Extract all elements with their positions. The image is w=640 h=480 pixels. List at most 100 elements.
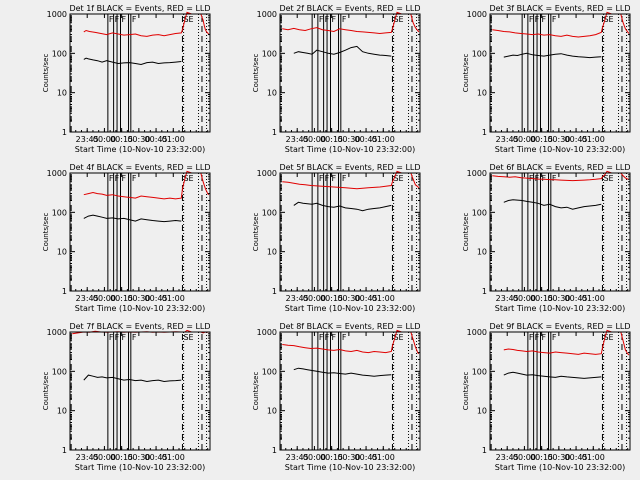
y-tick-label: 1 bbox=[482, 287, 487, 296]
x-tick-label: 23:45 bbox=[496, 453, 519, 462]
y-tick-label: 1 bbox=[62, 446, 67, 455]
events-series-line bbox=[293, 201, 392, 212]
events-series-line bbox=[293, 367, 392, 377]
x-tick-label: 00:45 bbox=[565, 135, 588, 144]
x-tick-label: 00:15 bbox=[320, 135, 343, 144]
plot-frame bbox=[69, 331, 211, 451]
y-tick-label: 100 bbox=[472, 49, 487, 58]
event-marker-label: F bbox=[115, 15, 120, 24]
y-tick-label: 1 bbox=[62, 128, 67, 137]
x-tick-label: 00:15 bbox=[320, 453, 343, 462]
x-tick-label: 01:00 bbox=[162, 453, 185, 462]
event-marker-label: F bbox=[529, 333, 534, 342]
event-marker-label: F bbox=[132, 174, 137, 183]
events-series-line bbox=[293, 45, 392, 57]
x-tick-label: 00:15 bbox=[530, 294, 553, 303]
x-tick-label: 00:30 bbox=[337, 135, 360, 144]
x-tick-label: 01:00 bbox=[372, 294, 395, 303]
event-marker-label: F bbox=[342, 15, 347, 24]
events-series-line bbox=[83, 214, 182, 223]
y-tick-label: 100 bbox=[52, 208, 67, 217]
y-axis-label: Counts/sec bbox=[252, 213, 260, 252]
x-tick-label: 01:00 bbox=[582, 135, 605, 144]
lld-series-line bbox=[83, 11, 210, 37]
y-tick-label: 100 bbox=[52, 49, 67, 58]
event-marker-label: F bbox=[552, 333, 557, 342]
y-tick-label: 1000 bbox=[47, 10, 67, 19]
y-axis-label: Counts/sec bbox=[462, 372, 470, 411]
y-tick-label: 100 bbox=[472, 367, 487, 376]
x-tick-label: 00:30 bbox=[547, 453, 570, 462]
y-tick-label: 1000 bbox=[467, 328, 487, 337]
event-marker-label: F bbox=[109, 174, 114, 183]
x-tick-label: 00:45 bbox=[355, 453, 378, 462]
event-marker-label: F bbox=[121, 333, 126, 342]
x-tick-label: 00:00 bbox=[513, 453, 536, 462]
panel-title: Det 2f BLACK = Events, RED = LLD bbox=[279, 4, 420, 13]
event-marker-label: F bbox=[319, 333, 324, 342]
panel-title: Det 5f BLACK = Events, RED = LLD bbox=[279, 163, 420, 172]
x-axis-label: Start Time (10-Nov-10 23:32:00) bbox=[495, 304, 625, 313]
x-tick-label: 23:45 bbox=[496, 135, 519, 144]
x-axis-label: Start Time (10-Nov-10 23:32:00) bbox=[285, 463, 415, 472]
panel-title: Det 3f BLACK = Events, RED = LLD bbox=[489, 4, 630, 13]
x-axis-label: Start Time (10-Nov-10 23:32:00) bbox=[495, 145, 625, 154]
y-tick-label: 1 bbox=[482, 128, 487, 137]
plot-frame bbox=[69, 13, 211, 133]
x-tick-label: 00:15 bbox=[110, 294, 133, 303]
y-tick-label: 10 bbox=[267, 89, 277, 98]
x-axis-label: Start Time (10-Nov-10 23:32:00) bbox=[495, 463, 625, 472]
event-marker-label: F bbox=[342, 333, 347, 342]
event-marker-label: F bbox=[115, 174, 120, 183]
event-marker-label: F bbox=[529, 15, 534, 24]
y-tick-label: 10 bbox=[267, 248, 277, 257]
plot-frame bbox=[279, 331, 421, 451]
event-marker-label: F bbox=[535, 174, 540, 183]
panel-title: Det 4f BLACK = Events, RED = LLD bbox=[69, 163, 210, 172]
x-tick-label: 00:45 bbox=[565, 294, 588, 303]
x-tick-label: 00:30 bbox=[127, 135, 150, 144]
event-marker-label: F bbox=[325, 174, 330, 183]
y-tick-label: 100 bbox=[262, 367, 277, 376]
x-tick-label: 23:45 bbox=[496, 294, 519, 303]
y-tick-label: 100 bbox=[472, 208, 487, 217]
y-tick-label: 10 bbox=[57, 89, 67, 98]
y-tick-label: 100 bbox=[262, 208, 277, 217]
y-tick-label: 1 bbox=[272, 128, 277, 137]
event-marker-label: F bbox=[109, 15, 114, 24]
x-tick-label: 00:00 bbox=[93, 135, 116, 144]
event-marker-label: F bbox=[541, 333, 546, 342]
x-tick-label: 00:00 bbox=[513, 294, 536, 303]
y-tick-label: 1000 bbox=[257, 10, 277, 19]
y-tick-label: 10 bbox=[477, 407, 487, 416]
x-tick-label: 23:45 bbox=[286, 294, 309, 303]
x-tick-label: 23:45 bbox=[76, 453, 99, 462]
event-marker-label: SE bbox=[393, 333, 403, 342]
y-tick-label: 1 bbox=[62, 287, 67, 296]
x-tick-label: 00:00 bbox=[93, 453, 116, 462]
x-tick-label: 00:30 bbox=[337, 294, 360, 303]
x-tick-label: 00:00 bbox=[303, 294, 326, 303]
event-marker-label: F bbox=[325, 15, 330, 24]
event-marker-label: F bbox=[325, 333, 330, 342]
event-marker-label: F bbox=[121, 15, 126, 24]
y-tick-label: 100 bbox=[52, 367, 67, 376]
x-tick-label: 00:30 bbox=[547, 135, 570, 144]
panel-title: Det 8f BLACK = Events, RED = LLD bbox=[279, 322, 420, 331]
events-series-line bbox=[503, 371, 602, 379]
plot-frame bbox=[489, 13, 631, 133]
x-tick-label: 00:45 bbox=[145, 453, 168, 462]
event-marker-label: SE bbox=[603, 15, 613, 24]
event-marker-label: SE bbox=[393, 15, 403, 24]
event-marker-label: F bbox=[121, 174, 126, 183]
plot-frame bbox=[279, 172, 421, 292]
event-marker-label: F bbox=[319, 174, 324, 183]
y-tick-label: 1 bbox=[482, 446, 487, 455]
event-marker-label: SE bbox=[183, 333, 193, 342]
y-tick-label: 10 bbox=[57, 407, 67, 416]
panel-title: Det 9f BLACK = Events, RED = LLD bbox=[489, 322, 630, 331]
